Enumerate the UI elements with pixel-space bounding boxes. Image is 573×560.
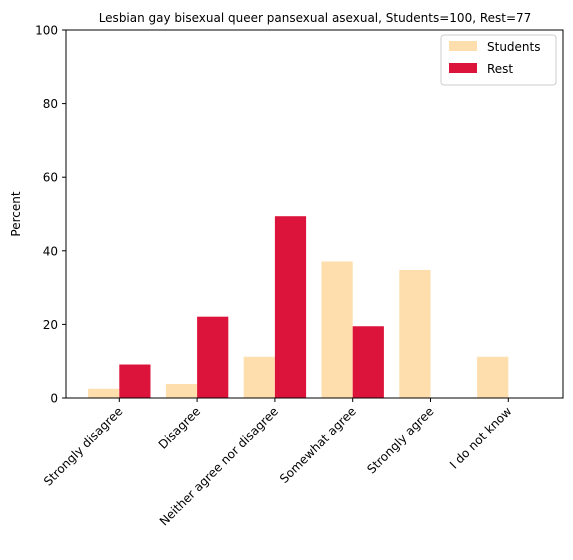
bar-students-strongly-disagree <box>88 388 120 398</box>
bar-students-disagree <box>165 384 198 398</box>
chart-title: Lesbian gay bisexual queer pansexual ase… <box>99 11 532 25</box>
y-tick-label: 100 <box>35 24 58 38</box>
plot-frame <box>65 29 564 399</box>
legend-label-rest: Rest <box>487 62 513 76</box>
y-axis-ticks: 0 20 40 60 80 100 <box>35 24 66 406</box>
bar-rest-somewhat-agree <box>352 326 384 398</box>
y-tick-label: 40 <box>43 244 58 258</box>
bar-students-neither-agree-nor-disagree <box>243 356 275 398</box>
bar-rest-disagree <box>197 316 229 398</box>
legend-swatch-rest <box>449 63 477 73</box>
x-tick-label-somewhat-agree: Somewhat agree <box>277 404 359 486</box>
legend-label-students: Students <box>487 40 541 54</box>
bar-rest-neither-agree-nor-disagree <box>274 216 307 398</box>
bar-students-somewhat-agree <box>321 261 353 398</box>
y-tick-label: 20 <box>43 318 58 332</box>
legend-swatch-students <box>449 41 477 51</box>
y-axis-label: Percent <box>9 191 23 236</box>
bar-rest-strongly-disagree <box>119 364 151 398</box>
x-tick-label-disagree: Disagree <box>156 404 204 452</box>
legend: Students Rest <box>440 34 557 86</box>
bars-layer <box>88 216 509 398</box>
x-tick-label-strongly-disagree: Strongly disagree <box>41 404 125 488</box>
bar-students-i-do-not-know <box>477 356 509 398</box>
y-tick-label: 0 <box>50 392 58 406</box>
x-tick-label-i-do-not-know: I do not know <box>447 404 515 472</box>
y-tick-label: 60 <box>43 171 58 185</box>
y-tick-label: 80 <box>43 97 58 111</box>
bar-students-strongly-agree <box>399 269 431 398</box>
x-tick-label-strongly-agree: Strongly agree <box>364 404 436 476</box>
